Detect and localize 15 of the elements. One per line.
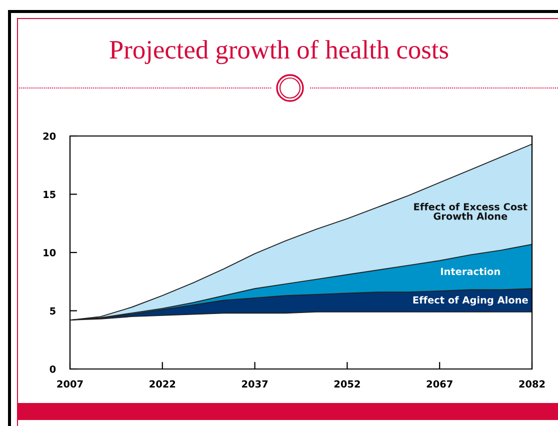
y-tick-label: 20 bbox=[43, 132, 56, 140]
y-tick-label: 5 bbox=[50, 307, 56, 315]
chart-title: Projected growth of health costs bbox=[110, 40, 448, 64]
x-tick-label: 2067 bbox=[426, 380, 452, 388]
x-tick-label: 2022 bbox=[150, 380, 176, 388]
y-tick-label: 10 bbox=[44, 248, 56, 256]
y-tick-label: 15 bbox=[44, 190, 56, 198]
x-tick-label: 2082 bbox=[519, 380, 545, 388]
series-label: Interaction bbox=[441, 268, 500, 276]
y-tick-label: 0 bbox=[50, 365, 56, 373]
series-label: Effect of Excess Cost Growth Alone bbox=[414, 202, 528, 220]
series-label: Effect of Aging Alone bbox=[413, 296, 528, 306]
x-tick-label: 2007 bbox=[57, 380, 83, 388]
x-tick-label: 2037 bbox=[242, 380, 268, 388]
x-tick-label: 2052 bbox=[334, 380, 360, 388]
